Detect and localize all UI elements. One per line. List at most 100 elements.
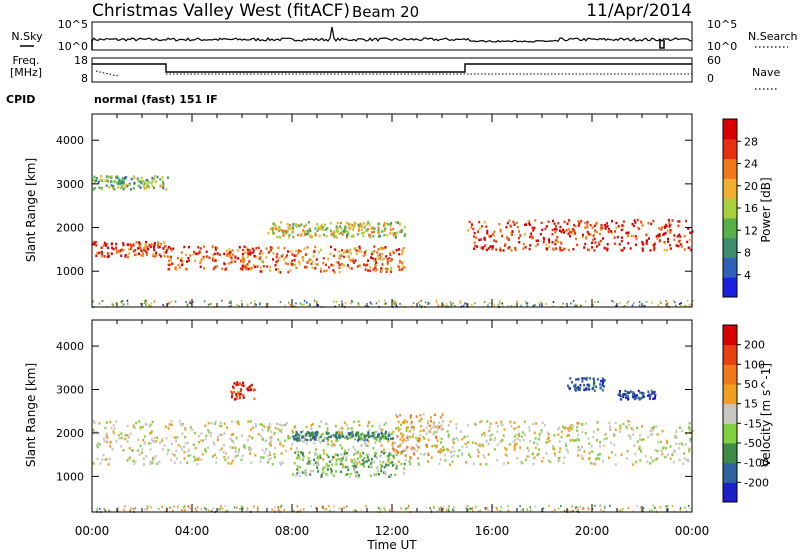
echo-cell — [253, 249, 255, 252]
echo-cell — [584, 221, 587, 225]
noise-cell — [638, 301, 641, 304]
echo-cell — [602, 237, 604, 240]
echo-cell — [639, 434, 641, 437]
echo-cell — [166, 176, 169, 179]
echo-cell — [115, 176, 118, 179]
echo-cell — [301, 439, 304, 443]
echo-cell — [357, 431, 360, 434]
echo-cell — [518, 434, 520, 437]
echo-cell — [577, 378, 580, 381]
noise-cell — [502, 305, 504, 308]
echo-cell — [187, 448, 190, 452]
echo-cell — [400, 230, 403, 233]
echo-cell — [141, 448, 144, 451]
echo-cell — [669, 231, 672, 234]
echo-cell — [395, 427, 397, 430]
noise-cell — [322, 506, 324, 509]
echo-cell — [446, 447, 449, 451]
noise-cell — [220, 505, 222, 508]
echo-cell — [171, 262, 174, 266]
echo-cell — [121, 182, 124, 185]
echo-cell — [204, 437, 207, 441]
noise-cell — [121, 302, 123, 304]
noise-cell — [389, 510, 391, 513]
noise-cell — [651, 301, 653, 304]
echo-cell — [588, 248, 591, 251]
echo-cell — [302, 429, 304, 433]
echo-cell — [279, 440, 282, 444]
noise-cell — [271, 508, 273, 511]
echo-cell — [665, 225, 668, 228]
echo-cell — [129, 247, 132, 251]
echo-cell — [470, 223, 473, 226]
nsky-tick-bottom: 10^0 — [58, 40, 88, 53]
echo-cell — [645, 233, 648, 237]
echo-cell — [478, 227, 481, 231]
echo-cell — [265, 256, 268, 259]
echo-cell — [366, 438, 369, 442]
echo-cell — [322, 261, 325, 265]
nsky-label: N.Sky — [11, 30, 43, 43]
noise-cell — [639, 506, 642, 509]
echo-cell — [382, 471, 385, 474]
echo-cell — [583, 246, 586, 249]
echo-cell — [641, 249, 644, 252]
echo-cell — [130, 188, 132, 191]
echo-cell — [140, 181, 143, 185]
noise-cell — [344, 302, 347, 304]
noise-cell — [230, 300, 232, 303]
echo-cell — [358, 245, 361, 248]
echo-cell — [683, 234, 686, 238]
echo-cell — [344, 436, 346, 439]
echo-cell — [650, 456, 653, 459]
echo-cell — [150, 243, 153, 246]
noise-cell — [453, 506, 455, 509]
echo-cell — [298, 465, 301, 469]
echo-cell — [334, 248, 337, 251]
noise-cell — [497, 303, 499, 306]
noise-cell — [257, 506, 259, 508]
echo-cell — [489, 245, 492, 248]
echo-cell — [561, 248, 564, 252]
noise-cell — [684, 506, 686, 509]
echo-cell — [249, 252, 252, 255]
echo-cell — [668, 244, 671, 247]
noise-cell — [161, 505, 163, 508]
echo-cell — [483, 220, 486, 224]
noise-cell — [552, 301, 555, 303]
echo-cell — [334, 470, 337, 473]
echo-cell — [237, 383, 240, 386]
echo-cell — [400, 462, 403, 466]
noise-cell — [671, 505, 674, 508]
echo-cell — [132, 187, 135, 190]
echo-cell — [403, 472, 405, 475]
echo-cell — [608, 229, 611, 232]
echo-cell — [249, 388, 252, 392]
echo-cell — [193, 250, 195, 254]
echo-cell — [162, 182, 165, 186]
nave-tick-top: 60 — [707, 54, 721, 67]
echo-cell — [668, 221, 671, 224]
echo-cell — [128, 183, 131, 187]
echo-cell — [149, 423, 152, 426]
echo-cell — [277, 225, 280, 229]
noise-cell — [246, 304, 249, 307]
echo-cell — [193, 459, 196, 462]
echo-cell — [275, 255, 278, 259]
echo-cell — [287, 434, 290, 438]
noise-cell — [627, 507, 629, 509]
echo-cell — [374, 269, 377, 273]
noise-cell — [399, 302, 401, 305]
echo-cell — [175, 267, 178, 271]
noise-cell — [437, 304, 440, 307]
echo-cell — [296, 447, 298, 450]
echo-cell — [156, 243, 159, 246]
echo-cell — [319, 454, 322, 457]
echo-cell — [467, 229, 470, 232]
echo-cell — [279, 429, 282, 433]
echo-cell — [110, 184, 113, 187]
echo-cell — [291, 263, 294, 266]
echo-cell — [367, 432, 370, 435]
echo-cell — [327, 443, 330, 446]
echo-cell — [414, 448, 417, 452]
